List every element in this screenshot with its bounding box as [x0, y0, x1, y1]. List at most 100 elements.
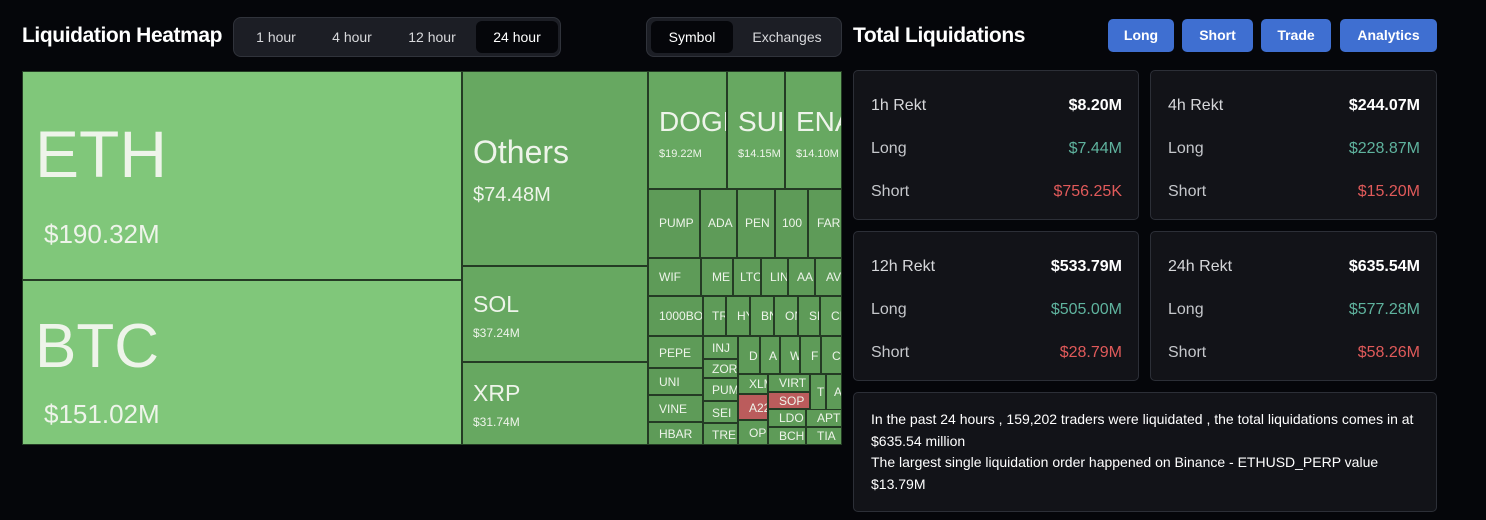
tile-name: Others	[473, 134, 570, 170]
tile-small-negative[interactable]: A22	[738, 394, 768, 420]
tile-name: A	[834, 385, 842, 399]
card-label: 12h Rekt	[871, 258, 936, 275]
tile-small[interactable]: LTC	[733, 258, 761, 296]
tile-name: ON	[785, 309, 797, 323]
tile-small[interactable]: ADA	[700, 189, 737, 258]
tile-name: BN	[761, 309, 773, 323]
tile-name: PUM	[712, 383, 738, 397]
tile-name: C	[832, 349, 841, 363]
tile-name: ETH	[35, 117, 167, 191]
tab-12-hour[interactable]: 12 hour	[408, 29, 456, 45]
tile-small-negative[interactable]: SOP	[768, 392, 810, 409]
tile-small[interactable]: SI	[798, 296, 820, 336]
tile-name: ADA	[708, 216, 733, 230]
tile-small[interactable]: VIRT	[768, 374, 810, 392]
tile-small[interactable]: OP	[738, 420, 768, 445]
tile-small[interactable]: APT	[806, 409, 842, 427]
tile-value: $14.15M	[738, 148, 781, 160]
tile-small[interactable]: LIN	[761, 258, 788, 296]
tile-others[interactable]: Others $74.48M	[462, 71, 648, 266]
tile-small[interactable]: 1000BO	[648, 296, 703, 336]
tab-24-hour[interactable]: 24 hour	[476, 21, 558, 53]
tile-small[interactable]: LDO	[768, 409, 806, 427]
tile-eth[interactable]: ETH $190.32M	[22, 71, 462, 280]
tile-btc[interactable]: BTC $151.02M	[22, 280, 462, 445]
tile-small[interactable]: FAR	[808, 189, 842, 258]
tile-name: PUMP	[659, 216, 694, 230]
tile-name: DOGE	[659, 106, 726, 137]
tile-value: $14.10M	[796, 148, 839, 160]
tile-small[interactable]: AV	[815, 258, 842, 296]
long-value: $577.28M	[1348, 301, 1420, 318]
tile-name: HBAR	[659, 427, 693, 441]
short-value: $15.20M	[1357, 183, 1420, 200]
tile-xrp[interactable]: XRP $31.74M	[462, 362, 648, 445]
tab-exchanges[interactable]: Exchanges	[752, 29, 822, 45]
time-range-selector: 1 hour 4 hour 12 hour 24 hour	[233, 17, 561, 57]
long-button[interactable]: Long	[1108, 19, 1174, 52]
tile-small[interactable]: CI	[820, 296, 842, 336]
tab-1-hour[interactable]: 1 hour	[256, 29, 296, 45]
analytics-button[interactable]: Analytics	[1340, 19, 1437, 52]
tile-name: ZOR	[712, 362, 738, 376]
tile-small[interactable]: PUM	[703, 378, 738, 401]
tile-small[interactable]: PEPE	[648, 336, 703, 368]
tile-name: BCH	[779, 429, 805, 443]
tile-small[interactable]: ON	[774, 296, 798, 336]
tile-small[interactable]: A	[760, 336, 780, 374]
short-label: Short	[1168, 344, 1207, 361]
tile-ena[interactable]: ENA $14.10M	[785, 71, 842, 189]
tile-small[interactable]: SEI	[703, 401, 738, 423]
tile-sol[interactable]: SOL $37.24M	[462, 266, 648, 362]
tile-small[interactable]: INJ	[703, 336, 738, 359]
tile-name: TR	[712, 309, 725, 323]
tile-small[interactable]: TREE	[703, 423, 738, 445]
tile-small[interactable]: HY	[726, 296, 750, 336]
tile-name: TIA	[817, 429, 836, 443]
tile-small[interactable]: A	[826, 374, 842, 410]
tile-small[interactable]: WIF	[648, 258, 701, 296]
tile-small[interactable]: XLM	[738, 374, 768, 394]
tile-small[interactable]: T	[810, 374, 826, 410]
tile-name: PEN	[745, 216, 770, 230]
long-label: Long	[871, 140, 907, 157]
card-label: 24h Rekt	[1168, 258, 1233, 275]
tile-small[interactable]: 100	[775, 189, 808, 258]
tile-small[interactable]: HBAR	[648, 422, 703, 445]
view-selector: Symbol Exchanges	[646, 17, 842, 57]
liquidation-treemap: ETH $190.32M BTC $151.02M Others $74.48M…	[22, 71, 842, 445]
tile-small[interactable]: AA	[788, 258, 815, 296]
tile-small[interactable]: TR	[703, 296, 726, 336]
tile-small[interactable]: F	[800, 336, 821, 374]
short-label: Short	[871, 183, 910, 200]
tile-small[interactable]: UNI	[648, 368, 703, 395]
tile-small[interactable]: BCH	[768, 427, 806, 445]
tile-name: AA	[797, 270, 814, 284]
tile-name: TREE	[712, 428, 737, 442]
tile-small[interactable]: W	[780, 336, 800, 374]
tile-small[interactable]: VINE	[648, 395, 703, 422]
tile-name: LTC	[740, 270, 761, 284]
tile-doge[interactable]: DOGE $19.22M	[648, 71, 727, 189]
tile-small[interactable]: PUMP	[648, 189, 700, 258]
tile-small[interactable]: TIA	[806, 427, 842, 445]
tab-symbol[interactable]: Symbol	[651, 21, 733, 53]
long-value: $7.44M	[1068, 140, 1122, 157]
tile-sui[interactable]: SUI $14.15M	[727, 71, 785, 189]
tile-value: $151.02M	[44, 399, 160, 429]
trade-button[interactable]: Trade	[1261, 19, 1331, 52]
tile-name: BTC	[35, 312, 159, 381]
tile-small[interactable]: ME	[701, 258, 733, 296]
tab-4-hour[interactable]: 4 hour	[332, 29, 372, 45]
tile-name: APT	[817, 411, 841, 425]
tile-small[interactable]: PEN	[737, 189, 775, 258]
short-button[interactable]: Short	[1182, 19, 1253, 52]
tile-small[interactable]: BN	[750, 296, 774, 336]
card-total: $244.07M	[1348, 97, 1420, 114]
short-label: Short	[1168, 183, 1207, 200]
tile-small[interactable]: ZOR	[703, 359, 738, 378]
tile-small[interactable]: D	[738, 336, 760, 374]
tile-small[interactable]: C	[821, 336, 842, 374]
tile-name: SOP	[779, 394, 805, 408]
tile-name: 100	[782, 216, 803, 230]
